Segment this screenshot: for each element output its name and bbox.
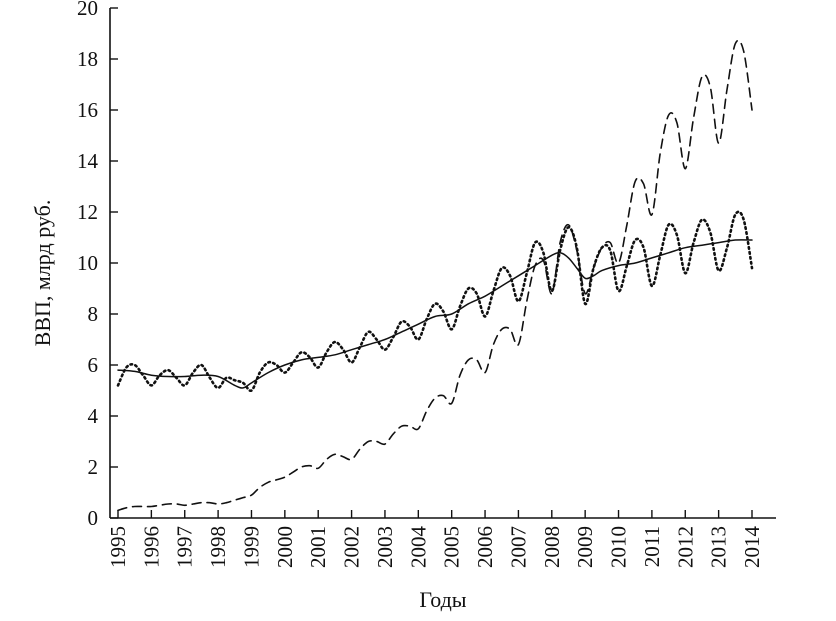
x-tick-label: 1997 — [173, 526, 197, 568]
x-ticks: 1995 1996 1997 1998 1999 2000 2001 2002 2003 2004… — [106, 510, 764, 568]
x-tick-label: 2003 — [373, 526, 397, 568]
y-tick-label: 0 — [88, 506, 99, 530]
x-axis-title: Годы — [419, 587, 466, 612]
y-tick-label: 20 — [77, 0, 98, 20]
x-tick-label: 2007 — [506, 526, 530, 568]
x-tick-label: 1998 — [206, 526, 230, 568]
y-tick-label: 14 — [77, 149, 99, 173]
x-tick-label: 1995 — [106, 526, 130, 568]
y-tick-label: 10 — [77, 251, 98, 275]
x-tick-label: 2012 — [673, 526, 697, 568]
x-tick-label: 2004 — [406, 526, 430, 569]
x-tick-label: 2013 — [707, 526, 731, 568]
x-tick-label: 2010 — [607, 526, 631, 568]
y-tick-label: 4 — [88, 404, 99, 428]
axes — [109, 8, 776, 519]
y-tick-label: 2 — [88, 455, 99, 479]
series-line-solid — [117, 239, 753, 389]
series-line-dotted — [116, 210, 754, 393]
x-tick-label: 2009 — [573, 526, 597, 568]
x-tick-label: 2001 — [306, 526, 330, 568]
x-tick-label: 2002 — [340, 526, 364, 568]
y-ticks: 0 2 4 6 8 10 12 14 16 18 20 — [77, 0, 118, 530]
x-tick-label: 1999 — [239, 526, 263, 568]
y-axis-title: ВВП, млрд руб. — [30, 200, 55, 347]
x-tick-label: 2014 — [740, 526, 764, 569]
x-tick-label: 2011 — [640, 526, 664, 567]
series-layer — [116, 39, 754, 512]
x-tick-label: 2005 — [440, 526, 464, 568]
series-line-dashed — [117, 39, 753, 512]
y-tick-label: 8 — [88, 302, 99, 326]
y-tick-label: 12 — [77, 200, 98, 224]
y-tick-label: 18 — [77, 47, 98, 71]
x-tick-label: 2000 — [273, 526, 297, 568]
x-tick-label: 2006 — [473, 526, 497, 568]
x-tick-label: 2008 — [540, 526, 564, 568]
y-tick-label: 16 — [77, 98, 98, 122]
x-tick-label: 1996 — [139, 526, 163, 568]
y-tick-label: 6 — [88, 353, 99, 377]
